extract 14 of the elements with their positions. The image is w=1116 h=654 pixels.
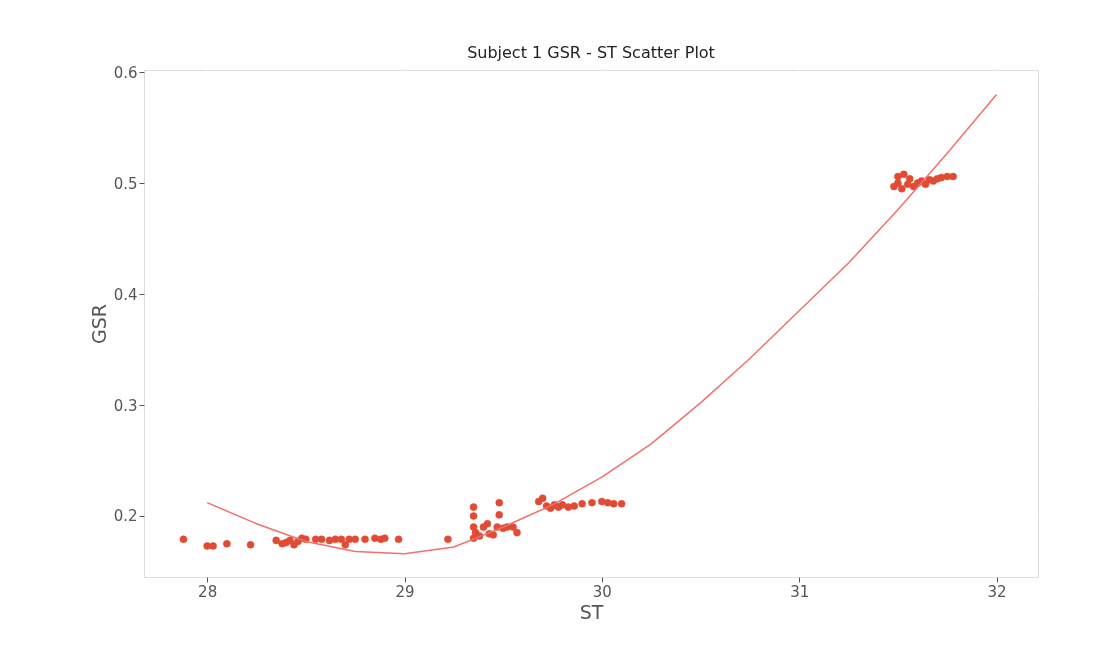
x-tick-label: 31 <box>790 582 810 601</box>
x-tick-label: 28 <box>198 582 218 601</box>
y-tick-label: 0.2 <box>113 507 138 526</box>
y-tick-label: 0.6 <box>113 63 138 82</box>
x-tick-label: 29 <box>395 582 415 601</box>
x-tick-label: 32 <box>987 582 1007 601</box>
chart-title: Subject 1 GSR - ST Scatter Plot <box>467 43 715 63</box>
line-series <box>206 93 998 555</box>
y-tick-label: 0.4 <box>113 285 138 304</box>
y-tick-label: 0.5 <box>113 174 138 193</box>
y-axis-title: GSR <box>87 304 110 344</box>
y-tick-label: 0.3 <box>113 396 138 415</box>
x-tick-label: 30 <box>592 582 612 601</box>
x-axis-title: ST <box>579 600 604 623</box>
